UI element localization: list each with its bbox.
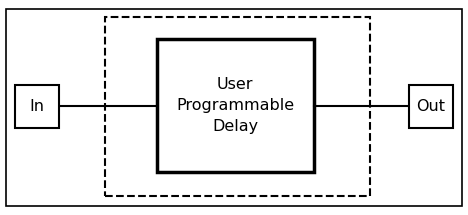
Text: In: In [29,99,45,114]
Text: User
Programmable
Delay: User Programmable Delay [176,77,294,134]
Bar [105,17,370,196]
Bar [409,85,453,128]
Text: Out: Out [417,99,445,114]
Bar [157,39,314,172]
Bar [15,85,59,128]
